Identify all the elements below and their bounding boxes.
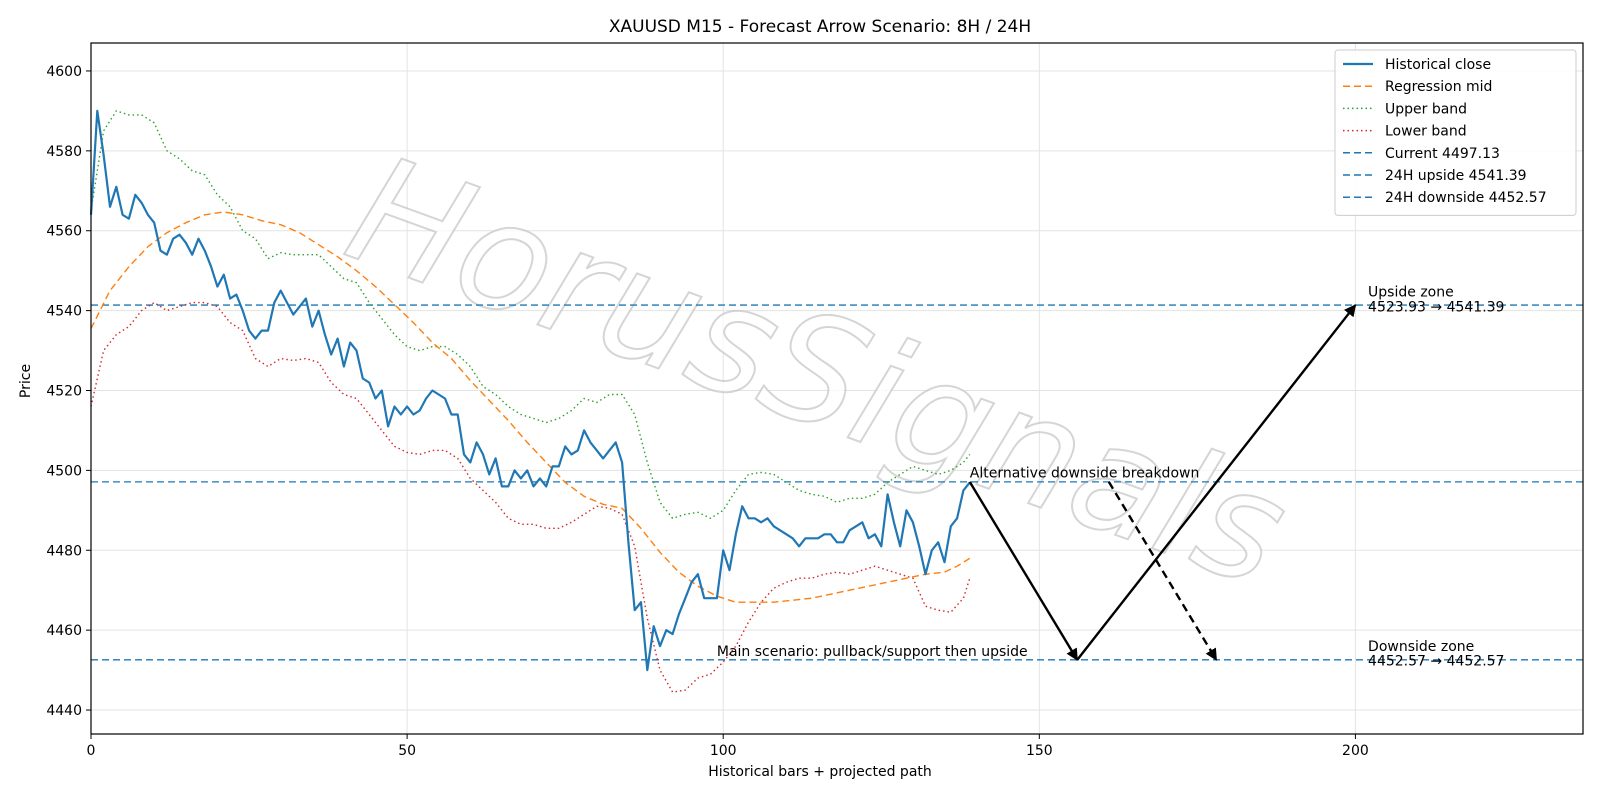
annotation-upside-zone-title: Upside zone — [1368, 285, 1454, 301]
chart-title: XAUUSD M15 - Forecast Arrow Scenario: 8H… — [609, 17, 1031, 37]
y-tick-label: 4560 — [46, 224, 82, 240]
legend-label: Current 4497.13 — [1385, 146, 1500, 162]
legend-label: 24H upside 4541.39 — [1385, 168, 1527, 184]
y-tick-label: 4580 — [46, 144, 82, 160]
y-axis-label: Price — [18, 364, 34, 398]
annotation-main-label: Main scenario: pullback/support then ups… — [717, 644, 1028, 660]
legend-label: Lower band — [1385, 124, 1467, 140]
y-tick-label: 4500 — [46, 463, 82, 479]
series-line-historical-close — [89, 109, 971, 672]
watermark-text: HorusSignals — [328, 123, 1307, 621]
reference-lines — [91, 304, 1583, 661]
legend-box — [1334, 49, 1577, 216]
y-tick-label: 4520 — [46, 383, 82, 399]
legend: Historical close Regression mid Upper band… — [1334, 49, 1577, 216]
series-line-upper-band — [90, 110, 971, 519]
annotation-downside-zone-range: 4452.57 → 4452.57 — [1368, 654, 1504, 670]
axis-ticks: 0 50 100 150 200 4440 4460 4480 4500 4520 4540 4560… — [46, 64, 1368, 759]
series-line-lower-band — [90, 301, 971, 693]
annotation-downside-zone-title: Downside zone — [1368, 639, 1474, 655]
legend-label: Regression mid — [1385, 79, 1492, 95]
annotation-alt-label: Alternative downside breakdown — [970, 466, 1200, 482]
x-tick-label: 200 — [1342, 743, 1369, 759]
y-tick-label: 4600 — [46, 64, 82, 80]
arrow-main-down — [968, 481, 1079, 661]
plot-frame — [90, 42, 1584, 735]
x-tick-label: 150 — [1026, 743, 1053, 759]
series-lines — [89, 109, 971, 693]
annotation-upside-zone-range: 4523.93 → 4541.39 — [1368, 299, 1504, 315]
annotations: Alternative downside breakdown Main scena… — [717, 285, 1505, 670]
y-tick-label: 4440 — [46, 703, 82, 719]
x-tick-label: 100 — [710, 743, 737, 759]
arrow-main-up — [1076, 304, 1357, 661]
y-tick-label: 4480 — [46, 543, 82, 559]
legend-label: 24H downside 4452.57 — [1385, 190, 1547, 206]
x-tick-label: 50 — [398, 743, 416, 759]
legend-label: Historical close — [1385, 57, 1491, 73]
watermark: HorusSignals — [327, 122, 1308, 622]
legend-label: Upper band — [1385, 101, 1467, 117]
y-tick-label: 4540 — [46, 304, 82, 320]
x-axis-label: Historical bars + projected path — [708, 764, 932, 780]
x-tick-label: 0 — [87, 743, 96, 759]
y-tick-label: 4460 — [46, 623, 82, 639]
scenario-arrows — [968, 304, 1357, 661]
series-line-regression-mid — [90, 211, 971, 603]
grid-lines — [90, 43, 1583, 734]
arrow-alt-down — [1107, 481, 1218, 661]
